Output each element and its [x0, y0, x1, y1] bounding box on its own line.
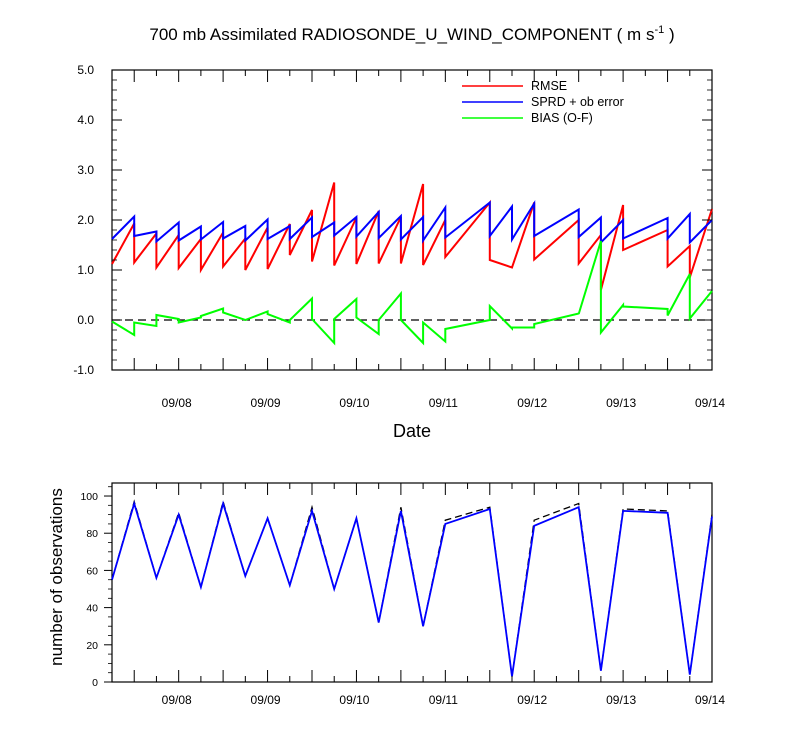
y-tick-label: 20	[86, 640, 98, 652]
legend: RMSE SPRD + ob error BIAS (O-F)	[462, 79, 624, 125]
x-tick-label: 09/10	[339, 693, 369, 707]
y-tick-label: 3.0	[77, 163, 94, 177]
rmse-line	[111, 182, 713, 291]
top-ticks-group: -1.0 0.0 1.0 2.0 3.0 4.0 5.0 09/08 09/09 09/10 09/…	[73, 63, 725, 410]
y-tick-label: -1.0	[73, 363, 94, 377]
legend-entry-bias-label: BIAS (O-F)	[531, 111, 593, 125]
y-axis-label: number of observations	[47, 488, 66, 666]
y-tick-label: 4.0	[77, 113, 94, 127]
y-tick-label: 60	[86, 565, 98, 577]
chart-title-close: )	[664, 25, 674, 44]
x-axis-label: Date	[393, 421, 431, 441]
chart-title-text: 700 mb Assimilated RADIOSONDE_U_WIND_COM…	[149, 25, 654, 44]
y-tick-label: 0	[92, 677, 98, 689]
wind-component-chart: 700 mb Assimilated RADIOSONDE_U_WIND_COM…	[73, 24, 725, 441]
x-tick-label: 09/09	[251, 693, 281, 707]
x-tick-label: 09/14	[695, 396, 725, 410]
x-tick-label: 09/09	[251, 396, 281, 410]
sprd-line	[111, 199, 713, 245]
x-tick-label: 09/11	[429, 396, 458, 410]
x-tick-label: 09/12	[517, 693, 547, 707]
y-tick-label: 5.0	[77, 63, 94, 77]
observations-chart: 0 20 40 60 80 100 09/08 09/09 09/10 09/11 09/12 09/…	[47, 482, 725, 707]
chart-title-unit-superscript: -1	[654, 24, 664, 36]
x-tick-label: 09/08	[162, 396, 192, 410]
y-tick-label: 40	[86, 603, 98, 615]
y-tick-label: 2.0	[77, 213, 94, 227]
x-tick-label: 09/13	[606, 396, 636, 410]
chart-title: 700 mb Assimilated RADIOSONDE_U_WIND_COM…	[149, 24, 674, 44]
legend-entry-sprd-label: SPRD + ob error	[531, 95, 624, 109]
y-tick-label: 100	[80, 491, 98, 503]
legend-entry-rmse-label: RMSE	[531, 79, 567, 93]
bottom-ticks-group: 0 20 40 60 80 100 09/08 09/09 09/10 09/11 09/12 09/…	[80, 483, 725, 707]
total-observations-line	[111, 499, 713, 677]
bottom-plot-area	[111, 482, 713, 683]
bias-line	[111, 240, 713, 346]
y-tick-label: 1.0	[77, 263, 94, 277]
x-tick-label: 09/14	[695, 693, 725, 707]
x-tick-label: 09/13	[606, 693, 636, 707]
x-tick-label: 09/10	[339, 396, 369, 410]
assimilated-observations-line	[111, 500, 713, 677]
x-tick-label: 09/12	[517, 396, 547, 410]
y-tick-label: 0.0	[77, 313, 94, 327]
y-tick-label: 80	[86, 528, 98, 540]
bottom-plot-frame	[111, 482, 713, 683]
top-series-group	[111, 182, 713, 346]
x-tick-label: 09/11	[429, 693, 458, 707]
x-tick-label: 09/08	[162, 693, 192, 707]
bottom-series-group	[111, 499, 713, 677]
